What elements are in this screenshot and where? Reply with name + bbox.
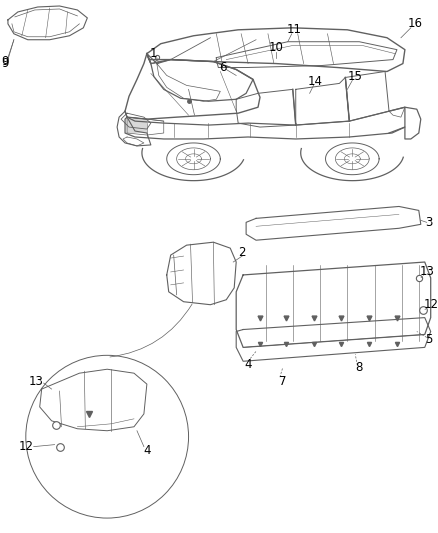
Text: 10: 10: [268, 41, 283, 54]
Text: 8: 8: [356, 361, 363, 374]
Text: 11: 11: [286, 23, 301, 36]
Text: 13: 13: [28, 375, 43, 387]
Text: 5: 5: [425, 333, 432, 346]
Text: 4: 4: [244, 358, 252, 371]
Text: 2: 2: [238, 246, 246, 259]
Text: 9: 9: [1, 57, 9, 70]
Text: 1: 1: [150, 47, 158, 60]
Text: 15: 15: [348, 70, 363, 83]
Text: 9: 9: [1, 55, 9, 68]
Text: 4: 4: [143, 444, 151, 457]
Text: 12: 12: [423, 298, 438, 311]
Text: 3: 3: [425, 216, 432, 229]
Text: 13: 13: [419, 265, 434, 278]
Text: 14: 14: [308, 75, 323, 88]
Text: 7: 7: [279, 375, 286, 387]
Text: 16: 16: [407, 18, 422, 30]
Text: 6: 6: [219, 61, 227, 74]
Text: 12: 12: [18, 440, 33, 453]
